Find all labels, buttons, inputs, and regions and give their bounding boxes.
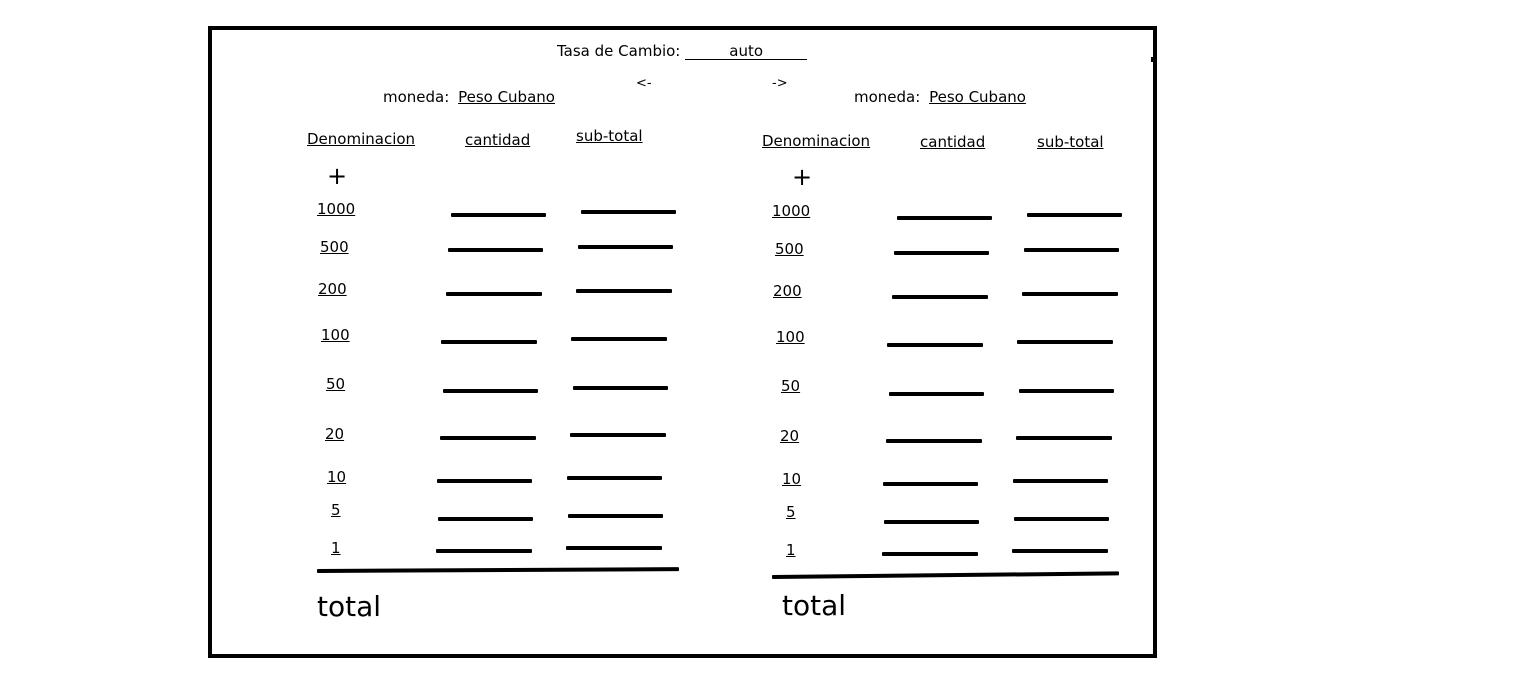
arrow-left-button[interactable]: <- [636, 76, 652, 91]
left-currency-label: moneda: [383, 88, 450, 106]
right-denomination-50: 50 [781, 377, 801, 395]
right-quantity-field-500[interactable] [894, 251, 989, 255]
left-col-denomination: Denominacion [307, 130, 416, 148]
right-denomination-200: 200 [773, 282, 802, 300]
left-quantity-field-1[interactable] [436, 549, 532, 553]
left-col-quantity: cantidad [465, 131, 531, 149]
right-subtotal-field-500 [1024, 248, 1119, 252]
right-add-button[interactable]: + [792, 163, 813, 191]
right-quantity-field-20[interactable] [886, 439, 982, 443]
left-subtotal-field-200 [576, 289, 672, 293]
right-currency-label: moneda: [854, 88, 921, 106]
left-denomination-200: 200 [318, 280, 347, 298]
right-total-label: total [782, 589, 847, 622]
right-quantity-field-10[interactable] [883, 482, 978, 486]
right-subtotal-field-100 [1017, 340, 1113, 344]
left-subtotal-field-50 [573, 386, 668, 390]
right-quantity-field-1[interactable] [882, 552, 978, 556]
left-quantity-field-100[interactable] [441, 340, 537, 344]
left-quantity-field-50[interactable] [443, 389, 538, 393]
exchange-rate-label: Tasa de Cambio: [557, 42, 681, 60]
right-col-denomination: Denominacion [762, 132, 871, 150]
right-subtotal-field-200 [1022, 292, 1118, 296]
right-subtotal-field-10 [1013, 479, 1108, 483]
left-subtotal-field-500 [578, 245, 673, 249]
right-denomination-1: 1 [786, 541, 796, 559]
right-subtotal-field-5 [1014, 517, 1109, 521]
right-currency-select[interactable]: Peso Cubano [929, 88, 1026, 106]
left-denomination-500: 500 [320, 238, 349, 256]
right-col-quantity: cantidad [920, 133, 986, 151]
left-total-label: total [317, 590, 382, 623]
right-denomination-1000: 1000 [772, 202, 811, 220]
right-quantity-field-100[interactable] [887, 343, 983, 347]
right-subtotal-field-20 [1016, 436, 1112, 440]
left-denomination-10: 10 [327, 468, 347, 486]
left-denomination-100: 100 [321, 326, 350, 344]
right-denomination-100: 100 [776, 328, 805, 346]
arrow-right-button[interactable]: -> [772, 76, 788, 91]
left-subtotal-field-100 [571, 337, 667, 341]
exchange-form-frame [208, 26, 1157, 658]
left-col-subtotal: sub-total [576, 127, 643, 145]
left-quantity-field-10[interactable] [437, 479, 532, 483]
left-subtotal-field-20 [570, 433, 666, 437]
left-denomination-20: 20 [325, 425, 345, 443]
right-col-subtotal: sub-total [1037, 133, 1104, 151]
right-denomination-20: 20 [780, 427, 800, 445]
right-currency-row: moneda: Peso Cubano [854, 88, 1026, 106]
left-denomination-50: 50 [326, 375, 346, 393]
left-quantity-field-1000[interactable] [451, 213, 546, 217]
left-denomination-5: 5 [331, 501, 341, 519]
right-quantity-field-5[interactable] [884, 520, 979, 524]
right-subtotal-field-50 [1019, 389, 1114, 393]
right-quantity-field-200[interactable] [892, 295, 988, 299]
left-quantity-field-500[interactable] [448, 248, 543, 252]
exchange-rate-row: Tasa de Cambio: auto [557, 42, 808, 60]
left-subtotal-field-5 [568, 514, 663, 518]
left-quantity-field-5[interactable] [438, 517, 533, 521]
right-subtotal-field-1000 [1027, 213, 1122, 217]
right-quantity-field-50[interactable] [889, 392, 984, 396]
left-subtotal-field-1000 [581, 210, 676, 214]
left-denomination-1000: 1000 [317, 200, 356, 218]
exchange-rate-field[interactable]: auto [685, 43, 808, 60]
right-denomination-10: 10 [782, 470, 802, 488]
left-quantity-field-200[interactable] [446, 292, 542, 296]
left-add-button[interactable]: + [327, 162, 348, 190]
right-subtotal-field-1 [1012, 549, 1108, 553]
left-currency-row: moneda: Peso Cubano [383, 88, 555, 106]
right-denomination-5: 5 [786, 503, 796, 521]
left-subtotal-field-1 [566, 546, 662, 550]
right-denomination-500: 500 [775, 240, 804, 258]
left-denomination-1: 1 [331, 539, 341, 557]
corner-mark [1151, 57, 1156, 62]
left-currency-select[interactable]: Peso Cubano [458, 88, 555, 106]
left-subtotal-field-10 [567, 476, 662, 480]
left-quantity-field-20[interactable] [440, 436, 536, 440]
right-quantity-field-1000[interactable] [897, 216, 992, 220]
